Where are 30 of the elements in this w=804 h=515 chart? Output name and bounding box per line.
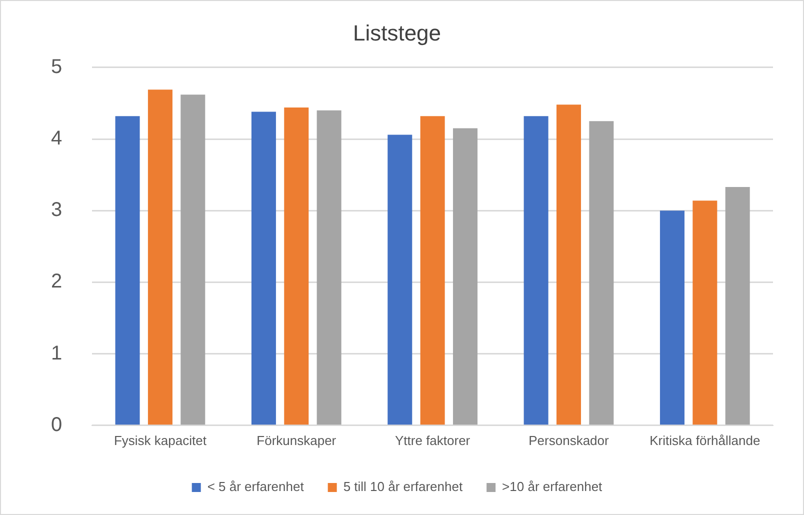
y-tick-label: 1 xyxy=(51,342,62,364)
bar xyxy=(284,107,309,425)
bar xyxy=(251,112,276,425)
x-tick-label: Personskador xyxy=(528,432,610,448)
bar xyxy=(556,104,581,425)
bar xyxy=(180,94,206,425)
y-tick-label: 3 xyxy=(51,199,62,222)
bar xyxy=(452,128,478,425)
bar xyxy=(420,116,445,425)
bar xyxy=(589,121,614,425)
legend-label: 5 till 10 år erfarenhet xyxy=(343,479,463,494)
legend-label: < 5 år erfarenhet xyxy=(207,479,304,494)
bar xyxy=(148,90,172,425)
y-tick-label: 2 xyxy=(51,270,62,293)
y-tick-label: 5 xyxy=(51,56,62,78)
bar xyxy=(316,110,342,425)
bar xyxy=(660,210,684,425)
bar xyxy=(115,116,140,425)
bar xyxy=(692,200,718,425)
x-tick-label: Kritiska förhållande xyxy=(650,432,760,448)
bar xyxy=(725,186,750,425)
bar xyxy=(524,116,548,425)
bar xyxy=(388,134,412,425)
y-tick-label: 4 xyxy=(51,128,62,150)
x-tick-label: Fysisk kapacitet xyxy=(114,432,207,448)
x-tick-label: Yttre faktorer xyxy=(394,432,471,448)
y-tick-label: 0 xyxy=(51,414,62,436)
legend-label: >10 år erfarenhet xyxy=(502,479,603,494)
x-tick-label: Förkunskaper xyxy=(256,432,337,448)
chart-title: Liststege xyxy=(352,20,442,46)
